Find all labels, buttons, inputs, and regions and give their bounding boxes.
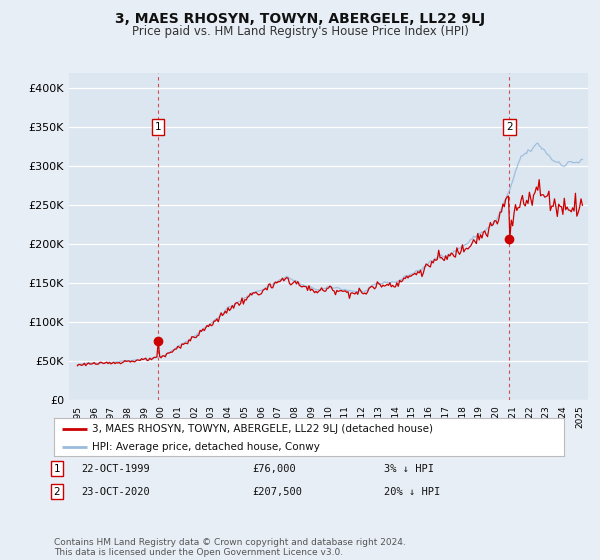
Text: 22-OCT-1999: 22-OCT-1999: [81, 464, 150, 474]
Text: Contains HM Land Registry data © Crown copyright and database right 2024.
This d: Contains HM Land Registry data © Crown c…: [54, 538, 406, 557]
Text: 3, MAES RHOSYN, TOWYN, ABERGELE, LL22 9LJ (detached house): 3, MAES RHOSYN, TOWYN, ABERGELE, LL22 9L…: [92, 424, 433, 434]
Text: 1: 1: [155, 123, 161, 132]
Text: £207,500: £207,500: [252, 487, 302, 497]
Text: 20% ↓ HPI: 20% ↓ HPI: [384, 487, 440, 497]
Text: Price paid vs. HM Land Registry's House Price Index (HPI): Price paid vs. HM Land Registry's House …: [131, 25, 469, 38]
Text: 1: 1: [53, 464, 61, 474]
Text: 2: 2: [506, 123, 513, 132]
Text: £76,000: £76,000: [252, 464, 296, 474]
Text: 2: 2: [53, 487, 61, 497]
Text: HPI: Average price, detached house, Conwy: HPI: Average price, detached house, Conw…: [92, 442, 320, 452]
Text: 3, MAES RHOSYN, TOWYN, ABERGELE, LL22 9LJ: 3, MAES RHOSYN, TOWYN, ABERGELE, LL22 9L…: [115, 12, 485, 26]
Text: 23-OCT-2020: 23-OCT-2020: [81, 487, 150, 497]
Text: 3% ↓ HPI: 3% ↓ HPI: [384, 464, 434, 474]
